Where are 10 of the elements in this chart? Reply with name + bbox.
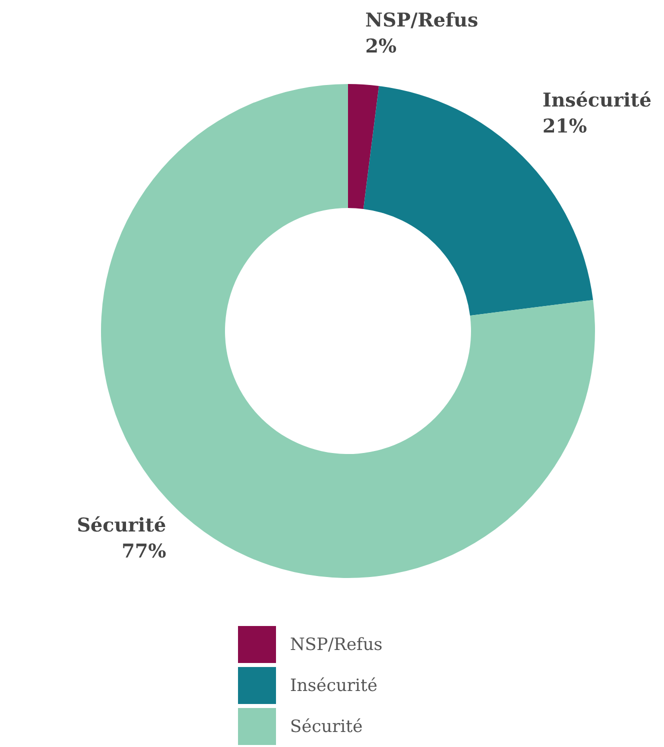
legend-label: Sécurité [290,716,363,736]
legend-label: Insécurité [290,676,378,696]
legend-label: NSP/Refus [290,634,383,654]
slice-label: Insécurité [542,90,652,112]
data-label: 2% [365,36,397,58]
donut-slice [348,84,379,209]
slice-label: Sécurité [76,514,166,536]
slice-label: NSP/Refus [365,10,478,32]
data-label: 77% [122,540,166,562]
data-label: 21% [542,116,587,138]
